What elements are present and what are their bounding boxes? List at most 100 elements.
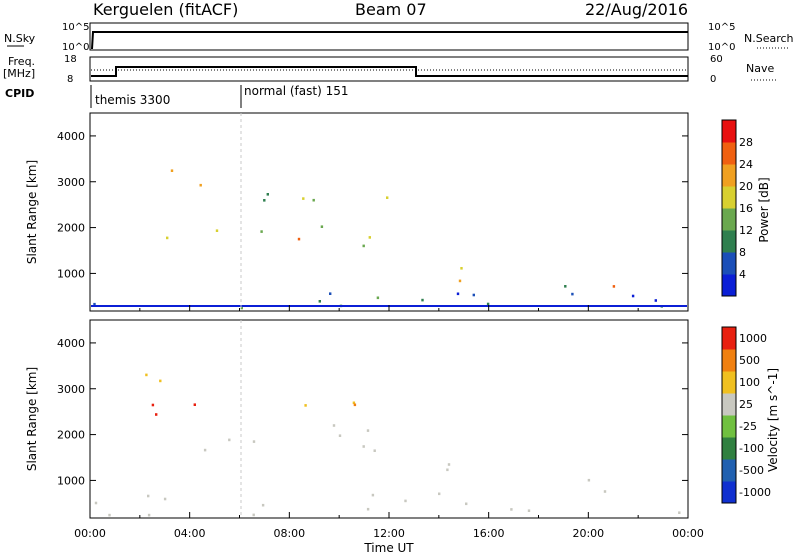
colorbar-tick-label: 28 [739, 136, 753, 149]
range-cell [631, 294, 635, 298]
nsky-strip [89, 22, 689, 51]
nsearch-tick-low: 10^0 [708, 42, 735, 53]
range-cell [228, 438, 231, 442]
time-tick-label: 00:00 [672, 527, 704, 540]
range-cell [460, 267, 463, 270]
power-frame [89, 112, 689, 312]
colorbar-swatch [722, 459, 736, 482]
colorbar-tick-label: -25 [739, 420, 757, 433]
cpid-segment-themis: themis 3300 [95, 93, 170, 107]
freq-unit: [MHz] [3, 67, 35, 80]
nsky-trace [91, 31, 688, 50]
range-cell [203, 448, 207, 452]
y-tick-label: 3000 [57, 176, 85, 189]
range-cell [362, 244, 365, 248]
range-cell [297, 237, 301, 241]
velocity-axes: 1000 2000 3000 4000 [57, 337, 689, 518]
freq-tick-low: 8 [67, 74, 73, 85]
power-axes: 1000 2000 3000 4000 [57, 130, 689, 311]
range-cell [438, 492, 441, 496]
range-cell [170, 169, 174, 172]
nsky-tick-high: 10^5 [62, 22, 89, 33]
range-cell [318, 300, 321, 303]
freq-label: Freq. [8, 55, 35, 68]
cpid-label: CPID [5, 87, 34, 100]
time-tick-label: 16:00 [473, 527, 505, 540]
range-cell [366, 507, 370, 511]
time-tick-label: 08:00 [273, 527, 305, 540]
nave-tick-low: 0 [710, 74, 716, 85]
colorbar-swatch [722, 371, 736, 394]
colorbar-swatch [722, 186, 736, 209]
time-axis-label: Time UT [363, 541, 414, 554]
range-cell [456, 292, 460, 296]
range-cell [166, 236, 169, 240]
range-cell [376, 296, 380, 300]
range-cell [564, 285, 567, 288]
y-tick-label: 4000 [57, 337, 85, 350]
range-cell [486, 302, 490, 306]
colorbar-tick-label: 12 [739, 224, 753, 237]
colorbar-swatch [722, 164, 736, 187]
power-ylabel: Slant Range [km] [25, 160, 39, 264]
range-cell [352, 401, 356, 405]
velocity-colorbar-label: Velocity [m s^-1] [766, 368, 780, 472]
y-tick-label: 1000 [57, 474, 85, 487]
range-cell [147, 513, 151, 517]
range-cell [571, 292, 574, 296]
beam-title: Beam 07 [355, 0, 427, 19]
colorbar-swatch [722, 437, 736, 460]
range-cell [654, 299, 657, 302]
range-cell [261, 503, 265, 507]
y-tick-label: 4000 [57, 130, 85, 143]
range-cell [108, 513, 111, 517]
colorbar-swatch [722, 120, 736, 143]
velocity-frame [89, 319, 689, 519]
range-cell [147, 494, 150, 498]
range-cell [373, 449, 376, 452]
range-cell [587, 478, 591, 482]
range-cell [163, 497, 167, 501]
nave-tick-high: 60 [710, 54, 723, 65]
range-cell [94, 501, 98, 505]
range-cell [612, 285, 616, 288]
time-tick-label: 00:00 [74, 527, 106, 540]
range-cell [446, 468, 449, 472]
range-cell [678, 511, 681, 514]
colorbar-tick-label: 100 [739, 376, 760, 389]
y-tick-label: 2000 [57, 222, 85, 235]
colorbar-tick-label: 16 [739, 202, 753, 215]
range-cell [151, 403, 155, 407]
range-cell [155, 413, 158, 416]
colorbar-tick-label: 8 [739, 246, 746, 259]
y-tick-label: 2000 [57, 429, 85, 442]
colorbar-swatch [722, 230, 736, 253]
range-cell [338, 434, 342, 437]
colorbar-tick-label: 4 [739, 268, 746, 281]
colorbar-tick-label: 500 [739, 354, 760, 367]
nsky-tick-low: 10^0 [62, 42, 89, 53]
nave-label: Nave [746, 62, 774, 75]
freq-tick-high: 18 [64, 54, 77, 65]
freq-trace [91, 66, 688, 77]
colorbar-tick-label: 24 [739, 158, 753, 171]
station-title: Kerguelen (fitACF) [93, 0, 239, 19]
time-tick-label: 04:00 [174, 527, 206, 540]
range-cell [368, 236, 371, 239]
range-cell [193, 403, 196, 406]
range-cell [510, 508, 513, 511]
range-cell [458, 279, 462, 283]
velocity-ylabel: Slant Range [km] [25, 367, 39, 471]
range-cell [266, 193, 269, 196]
range-cell [263, 199, 266, 202]
range-cell [252, 513, 255, 517]
velocity-data [94, 373, 681, 517]
range-cell [404, 499, 407, 503]
time-axis: 00:00 04:00 08:00 12:00 16:00 20:00 00:00 [74, 527, 704, 540]
range-cell [260, 230, 263, 233]
range-cell [240, 306, 243, 310]
range-cell [353, 403, 357, 407]
time-tick-label: 12:00 [373, 527, 405, 540]
power-data [91, 169, 687, 310]
